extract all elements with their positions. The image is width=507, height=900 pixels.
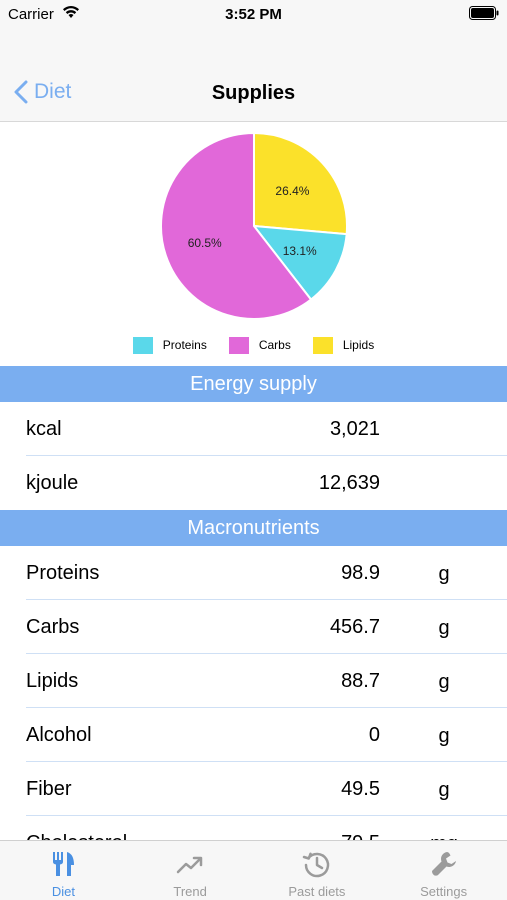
table-row[interactable]: Lipids 88.7 g xyxy=(0,654,507,708)
row-label: Carbs xyxy=(26,616,80,638)
page-title: Supplies xyxy=(211,82,296,104)
row-label: Proteins xyxy=(26,562,100,584)
row-divider xyxy=(26,599,507,600)
legend-item-lipids: Lipids xyxy=(312,336,375,354)
tab-label: Past diets xyxy=(288,884,346,899)
chart-legend: Proteins Carbs Lipids xyxy=(0,334,507,356)
carrier-label: Carrier xyxy=(8,6,54,23)
back-label: Diet xyxy=(34,80,72,103)
table-row[interactable]: Alcohol 0 g xyxy=(0,708,507,762)
battery-icon xyxy=(469,6,499,20)
legend-swatch-lipids xyxy=(312,336,333,354)
row-label: kjoule xyxy=(26,472,79,494)
row-unit: g xyxy=(438,563,450,585)
pie-chart-svg: 26.4% 13.1% 60.5% xyxy=(160,131,348,320)
pie-slice-proteins xyxy=(251,224,348,301)
pie-label-lipids: 26.4% xyxy=(275,184,309,198)
row-unit: g xyxy=(438,779,450,801)
row-label: kcal xyxy=(26,418,62,440)
legend-item-carbs: Carbs xyxy=(228,336,291,354)
legend-label-proteins: Proteins xyxy=(162,338,207,352)
row-divider xyxy=(26,707,507,708)
status-bar: Carrier 3:52 PM xyxy=(0,0,507,30)
tab-bar: Diet Trend Past diets Settings xyxy=(0,840,507,900)
fork-knife-icon xyxy=(53,852,75,876)
chevron-left-icon xyxy=(14,80,28,104)
tab-label: Settings xyxy=(420,884,468,899)
section-header-energy: Energy supply xyxy=(0,366,507,402)
history-icon xyxy=(302,852,330,878)
row-value: 88.7 xyxy=(341,670,380,692)
navigation-bar: Diet Supplies xyxy=(0,30,507,122)
tab-trend[interactable]: Trend xyxy=(127,841,254,900)
row-divider xyxy=(26,761,507,762)
table-row[interactable]: kjoule 12,639 xyxy=(0,456,507,510)
legend-swatch-carbs xyxy=(228,336,249,354)
row-label: Lipids xyxy=(26,670,79,692)
pie-slice-carbs xyxy=(160,131,313,320)
legend-item-proteins: Proteins xyxy=(132,336,207,354)
row-unit: g xyxy=(438,671,450,693)
tab-label: Diet xyxy=(51,884,75,899)
pie-chart: 26.4% 13.1% 60.5% xyxy=(0,122,507,366)
tab-settings[interactable]: Settings xyxy=(380,841,507,900)
table-row[interactable]: Carbs 456.7 g xyxy=(0,600,507,654)
tab-label: Trend xyxy=(173,884,207,899)
table-row[interactable]: Proteins 98.9 g xyxy=(0,546,507,600)
wrench-icon xyxy=(431,852,456,876)
pie-label-carbs: 60.5% xyxy=(188,236,222,250)
tab-past-diets[interactable]: Past diets xyxy=(254,841,381,900)
legend-label-lipids: Lipids xyxy=(342,338,375,352)
row-value: 98.9 xyxy=(341,562,380,584)
legend-swatch-proteins xyxy=(132,336,153,354)
pie-label-proteins: 13.1% xyxy=(283,244,317,258)
row-divider xyxy=(26,455,507,456)
row-value: 0 xyxy=(368,724,380,746)
row-label: Alcohol xyxy=(26,724,92,746)
table-row[interactable]: kcal 3,021 xyxy=(0,402,507,456)
row-divider xyxy=(26,815,507,816)
section-header-macronutrients: Macronutrients xyxy=(0,510,507,546)
row-divider xyxy=(26,653,507,654)
tab-diet[interactable]: Diet xyxy=(0,841,127,900)
row-label: Fiber xyxy=(26,778,72,800)
clock: 3:52 PM xyxy=(225,6,282,23)
back-button[interactable]: Diet xyxy=(14,80,71,104)
legend-label-carbs: Carbs xyxy=(258,338,291,352)
trend-icon xyxy=(176,856,203,874)
row-unit: g xyxy=(438,725,450,747)
table-row[interactable]: Fiber 49.5 g xyxy=(0,762,507,816)
row-value: 456.7 xyxy=(329,616,380,638)
row-value: 49.5 xyxy=(341,778,380,800)
row-value: 3,021 xyxy=(329,418,380,440)
row-unit: g xyxy=(438,617,450,639)
wifi-icon xyxy=(63,6,79,18)
pie-slice-lipids xyxy=(253,131,348,236)
row-value: 12,639 xyxy=(318,472,380,494)
